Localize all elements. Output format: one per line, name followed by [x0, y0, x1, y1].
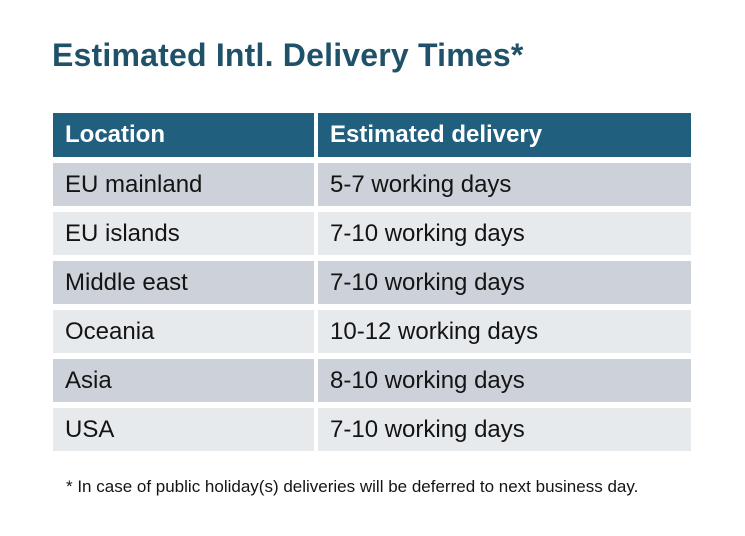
table-row-location: USA: [53, 408, 314, 451]
table-row-delivery: 7-10 working days: [318, 212, 691, 255]
table-row-delivery: 7-10 working days: [318, 408, 691, 451]
column-header-location: Location: [53, 113, 314, 157]
table-row-delivery: 7-10 working days: [318, 261, 691, 304]
column-header-estimated-delivery: Estimated delivery: [318, 113, 691, 157]
page-title: Estimated Intl. Delivery Times*: [52, 37, 524, 73]
footnote: * In case of public holiday(s) deliverie…: [66, 477, 639, 496]
table-row-location: Middle east: [53, 261, 314, 304]
delivery-times-table: Location Estimated delivery EU mainland 5…: [53, 113, 691, 451]
table-row-location: Asia: [53, 359, 314, 402]
table-row-delivery: 10-12 working days: [318, 310, 691, 353]
table-row-location: EU mainland: [53, 163, 314, 206]
table-row-location: Oceania: [53, 310, 314, 353]
table-row-delivery: 8-10 working days: [318, 359, 691, 402]
table-row-delivery: 5-7 working days: [318, 163, 691, 206]
table-row-location: EU islands: [53, 212, 314, 255]
